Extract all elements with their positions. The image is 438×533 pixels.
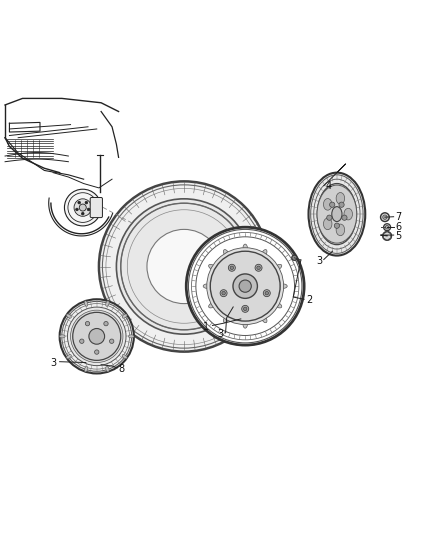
Circle shape: [265, 292, 268, 295]
Circle shape: [244, 307, 247, 311]
Ellipse shape: [243, 244, 247, 252]
Ellipse shape: [208, 302, 216, 308]
Ellipse shape: [336, 192, 345, 204]
Ellipse shape: [308, 173, 365, 256]
Circle shape: [95, 350, 99, 354]
Circle shape: [85, 201, 88, 204]
Ellipse shape: [261, 249, 267, 257]
Ellipse shape: [332, 207, 342, 222]
Text: 7: 7: [395, 212, 401, 222]
Circle shape: [342, 215, 347, 220]
Circle shape: [186, 227, 304, 345]
Text: 6: 6: [395, 222, 401, 232]
Circle shape: [104, 321, 108, 326]
Text: 3: 3: [50, 358, 57, 368]
Circle shape: [385, 225, 389, 229]
Text: 1: 1: [203, 322, 209, 332]
Ellipse shape: [67, 314, 71, 318]
Ellipse shape: [85, 301, 88, 306]
Polygon shape: [383, 231, 391, 240]
Circle shape: [76, 208, 78, 211]
Circle shape: [327, 215, 332, 220]
Circle shape: [383, 231, 392, 240]
Circle shape: [210, 251, 280, 321]
Circle shape: [220, 289, 227, 297]
Ellipse shape: [122, 354, 127, 359]
Circle shape: [80, 339, 84, 343]
Circle shape: [383, 215, 387, 220]
Circle shape: [242, 305, 249, 312]
Circle shape: [78, 201, 81, 204]
Ellipse shape: [223, 249, 229, 257]
Ellipse shape: [317, 185, 357, 243]
Circle shape: [255, 264, 262, 271]
Ellipse shape: [275, 302, 282, 308]
Ellipse shape: [311, 175, 363, 253]
Ellipse shape: [323, 199, 332, 210]
Circle shape: [89, 328, 105, 344]
Ellipse shape: [261, 316, 267, 322]
Circle shape: [263, 289, 270, 297]
Ellipse shape: [60, 335, 65, 338]
Circle shape: [71, 310, 123, 362]
Circle shape: [257, 266, 260, 270]
Circle shape: [329, 202, 335, 207]
Ellipse shape: [208, 264, 216, 270]
Circle shape: [64, 189, 101, 226]
Circle shape: [67, 307, 126, 366]
Circle shape: [60, 299, 134, 374]
Ellipse shape: [317, 183, 357, 245]
Ellipse shape: [344, 208, 353, 220]
Circle shape: [147, 229, 221, 304]
Circle shape: [228, 264, 235, 271]
Circle shape: [384, 224, 391, 231]
Circle shape: [85, 321, 90, 326]
Ellipse shape: [106, 301, 109, 306]
Circle shape: [73, 312, 121, 360]
Circle shape: [74, 199, 92, 216]
Ellipse shape: [223, 316, 229, 322]
Circle shape: [239, 280, 251, 292]
FancyBboxPatch shape: [90, 198, 102, 217]
Ellipse shape: [275, 264, 282, 270]
Ellipse shape: [336, 224, 345, 236]
Ellipse shape: [243, 320, 247, 328]
Circle shape: [222, 292, 225, 295]
Text: 4: 4: [325, 181, 331, 191]
Ellipse shape: [85, 366, 88, 372]
Ellipse shape: [323, 218, 332, 230]
Text: 5: 5: [395, 231, 401, 241]
Circle shape: [292, 255, 297, 261]
Circle shape: [81, 212, 84, 215]
Ellipse shape: [128, 335, 134, 338]
Text: 3: 3: [317, 256, 323, 266]
Circle shape: [230, 266, 233, 270]
Circle shape: [117, 199, 252, 334]
Circle shape: [87, 208, 90, 211]
Circle shape: [334, 223, 339, 228]
Text: 3: 3: [217, 329, 223, 339]
Ellipse shape: [203, 284, 211, 288]
Circle shape: [233, 274, 258, 298]
Circle shape: [207, 248, 284, 325]
Ellipse shape: [279, 284, 287, 288]
Text: 2: 2: [306, 295, 313, 305]
Text: 8: 8: [119, 364, 125, 374]
Circle shape: [381, 213, 389, 222]
Ellipse shape: [67, 354, 71, 359]
Circle shape: [99, 181, 269, 352]
Ellipse shape: [106, 366, 109, 372]
Circle shape: [339, 202, 344, 207]
Circle shape: [79, 204, 86, 211]
Circle shape: [110, 339, 114, 343]
Ellipse shape: [122, 314, 127, 318]
